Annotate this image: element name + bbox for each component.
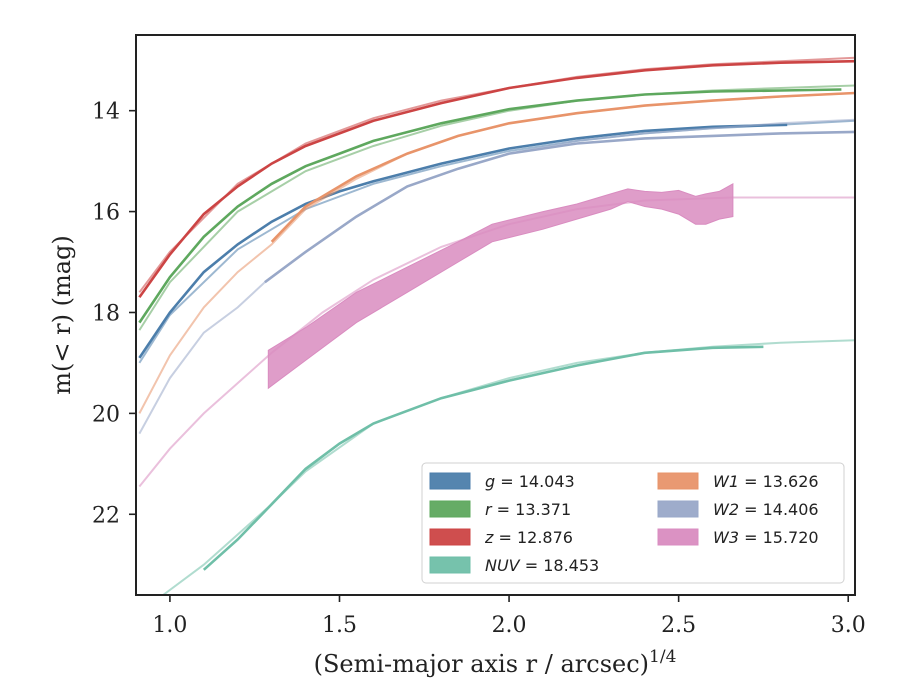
legend-swatch-w1 (657, 472, 699, 490)
plot-frame (135, 34, 856, 596)
legend-label-z: z = 12.876 (484, 528, 573, 547)
legend-swatch-nuv (429, 556, 471, 574)
y-tick-label: 14 (92, 100, 120, 125)
legend-box (421, 462, 845, 584)
x-axis-label: (Semi-major axis r / arcsec)1/4 (314, 647, 677, 678)
data-line-w2 (264, 130, 855, 284)
data-line-z (138, 59, 855, 299)
legend-label-w2: W2 = 14.406 (713, 500, 819, 519)
x-tick-label: 3.0 (831, 613, 866, 638)
legend: g = 14.043 r = 13.371 z = 12.876 NUV = 18.4… (421, 462, 845, 584)
series-layer (138, 56, 855, 595)
data-line-g (138, 123, 788, 359)
y-tick-label: 16 (92, 201, 120, 226)
y-tick-label: 20 (92, 402, 120, 427)
legend-swatch-w3 (657, 528, 699, 546)
data-line-w1 (270, 91, 855, 243)
legend-label-w3: W3 = 15.720 (713, 528, 819, 547)
x-tick-label: 2.5 (661, 613, 696, 638)
x-tick-label: 1.0 (152, 613, 187, 638)
y-tick-label: 18 (92, 301, 120, 326)
x-tick-label: 1.5 (322, 613, 357, 638)
legend-label-g: g = 14.043 (485, 472, 575, 491)
legend-label-w1: W1 = 13.626 (713, 472, 819, 491)
legend-swatch-g (429, 472, 471, 490)
x-tick-label: 2.0 (492, 613, 527, 638)
y-tick-label: 22 (92, 503, 120, 528)
legend-swatch-w2 (657, 500, 699, 518)
ticks-layer: 1.0 1.5 2.0 2.5 3.0 14 16 18 20 22 (92, 100, 866, 638)
data-line-r (138, 88, 842, 324)
legend-label-r: r = 13.371 (485, 500, 571, 519)
data-line-nuv (202, 345, 764, 571)
y-axis-label: m(< r) (mag) (48, 235, 76, 394)
legend-swatch-r (429, 500, 471, 518)
data-band-w3 (267, 182, 734, 390)
legend-swatch-z (429, 528, 471, 546)
legend-label-nuv: NUV = 18.453 (485, 556, 599, 575)
